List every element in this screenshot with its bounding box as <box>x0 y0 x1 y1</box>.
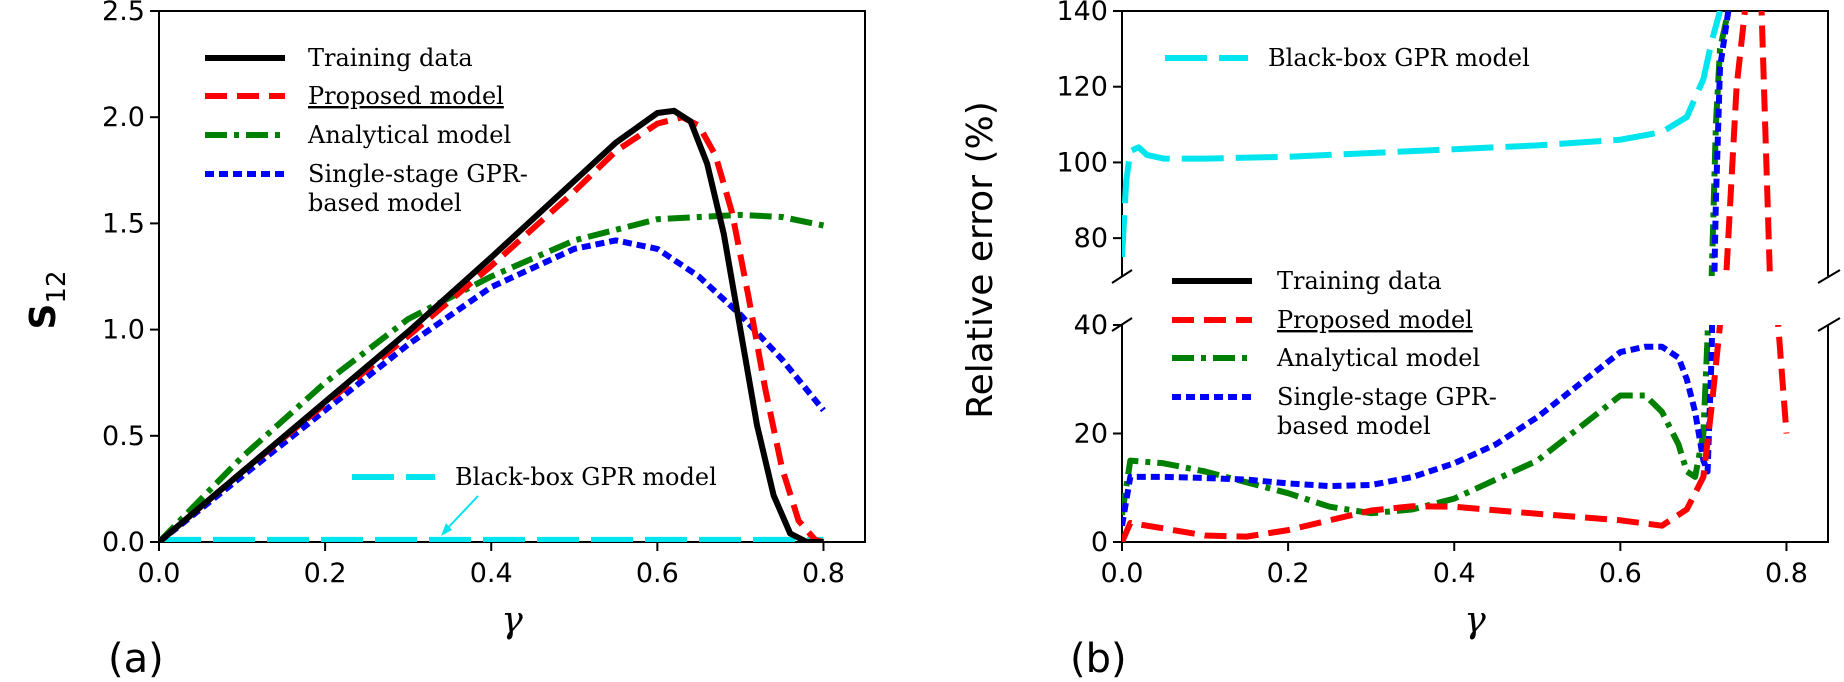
chart-a-y-axis: 0.0 0.5 1.0 1.5 2.0 2.5 <box>102 0 159 558</box>
chart-b-y-axis: 80 100 120 140 0 20 40 <box>1056 0 1122 558</box>
chart-b-x-tick-label: 0.2 <box>1267 558 1310 589</box>
axis-break-mark <box>1817 269 1841 284</box>
chart-a-y-label-main: S <box>23 304 64 330</box>
chart-a-x-tick-label: 0.4 <box>470 558 513 589</box>
chart-b-x-tick-label: 0.8 <box>1765 558 1808 589</box>
chart-a-series-single-stage-gpr-based-model <box>159 237 826 542</box>
chart-a-series-training-data <box>159 107 824 542</box>
chart-b-legend: Black-box GPR model Training data Propos… <box>1165 44 1530 440</box>
axis-break-mark <box>1817 317 1841 332</box>
chart-b-x-tick-label: 0.0 <box>1101 558 1144 589</box>
chart-a-y-tick-label: 2.0 <box>102 102 145 133</box>
chart-b-y-label: Relative error (%) <box>960 101 1001 419</box>
chart-a-legend: Training data Proposed model Analytical … <box>205 44 717 536</box>
chart-a-x-tick-label: 0.8 <box>802 558 845 589</box>
chart-a-panel-label: (a) <box>108 636 164 682</box>
legend-b-proposed: Proposed model <box>1277 306 1473 334</box>
chart-a-plot-area <box>159 107 826 542</box>
chart-b-panel-label: (b) <box>1070 636 1127 682</box>
chart-b-upper-y-tick-label: 100 <box>1056 147 1108 178</box>
legend-b-analytical: Analytical model <box>1276 344 1480 372</box>
chart-b-x-axis: 0.0 0.2 0.4 0.6 0.8 <box>1101 542 1808 589</box>
chart-b-lower-series-proposed-model <box>1122 325 1790 542</box>
chart-b-lower-y-tick-label: 40 <box>1074 310 1108 341</box>
chart-a-annotation-arrowhead <box>441 523 452 536</box>
chart-a-y-tick-label: 0.5 <box>102 421 145 452</box>
chart-a-series-analytical-model <box>159 211 825 542</box>
legend-b-single-stage-line2: based model <box>1277 412 1431 440</box>
chart-a-x-tick-label: 0.0 <box>138 558 181 589</box>
chart-b-upper-plot-area <box>1122 11 1773 276</box>
legend-b-single-stage-line1: Single-stage GPR- <box>1277 383 1497 411</box>
chart-b-x-tick-label: 0.4 <box>1433 558 1476 589</box>
chart-a-x-label: γ <box>501 600 523 641</box>
chart-b-x-tick-label: 0.6 <box>1599 558 1642 589</box>
chart-b-upper-y-tick-label: 80 <box>1074 223 1108 254</box>
legend-a-single-stage-line1: Single-stage GPR- <box>308 160 528 188</box>
chart-a-x-tick-label: 0.6 <box>636 558 679 589</box>
chart-a-x-axis: 0.0 0.2 0.4 0.6 0.8 <box>138 542 845 589</box>
chart-b-lower-y-tick-label: 0 <box>1091 527 1108 558</box>
chart-a-y-tick-label: 2.5 <box>102 0 145 27</box>
chart-b-lower-series-single-stage-gpr-based-model <box>1122 325 1716 527</box>
chart-a-y-tick-label: 0.0 <box>102 527 145 558</box>
legend-b-training: Training data <box>1277 267 1442 295</box>
chart-b-upper-frame <box>1121 10 1829 276</box>
chart-b-x-label: γ <box>1464 600 1486 641</box>
legend-a-single-stage-line2: based model <box>308 189 462 217</box>
axis-break-mark <box>1111 269 1133 284</box>
chart-a-annotation-arrow <box>443 495 479 533</box>
chart-b-upper-y-tick-label: 120 <box>1056 72 1108 103</box>
legend-a-analytical: Analytical model <box>307 121 511 149</box>
chart-a: 0.0 0.5 1.0 1.5 2.0 2.5 0.0 0.2 0.4 0.6 0.8 γ S12… <box>23 0 866 682</box>
chart-b-upper-series-black-box-gpr-model <box>1122 11 1723 258</box>
chart-a-x-tick-label: 0.2 <box>304 558 347 589</box>
chart-a-y-label-subscript: 12 <box>42 270 72 303</box>
legend-b-blackbox: Black-box GPR model <box>1268 44 1530 72</box>
chart-b-lower-plot-area <box>1122 325 1790 542</box>
legend-a-proposed: Proposed model <box>308 82 504 110</box>
chart-b: 80 100 120 140 0 20 40 0.0 0.2 0.4 0.6 0.8 γ Relat… <box>960 0 1841 682</box>
chart-b-upper-y-tick-label: 140 <box>1056 0 1108 27</box>
chart-a-y-tick-label: 1.5 <box>102 208 145 239</box>
chart-a-y-tick-label: 1.0 <box>102 315 145 346</box>
legend-a-training: Training data <box>308 44 473 72</box>
legend-a-blackbox: Black-box GPR model <box>455 463 717 491</box>
chart-a-y-label: S12 <box>23 270 72 329</box>
chart-b-upper-series-proposed-model <box>1723 11 1773 276</box>
chart-b-lower-y-tick-label: 20 <box>1074 419 1108 450</box>
